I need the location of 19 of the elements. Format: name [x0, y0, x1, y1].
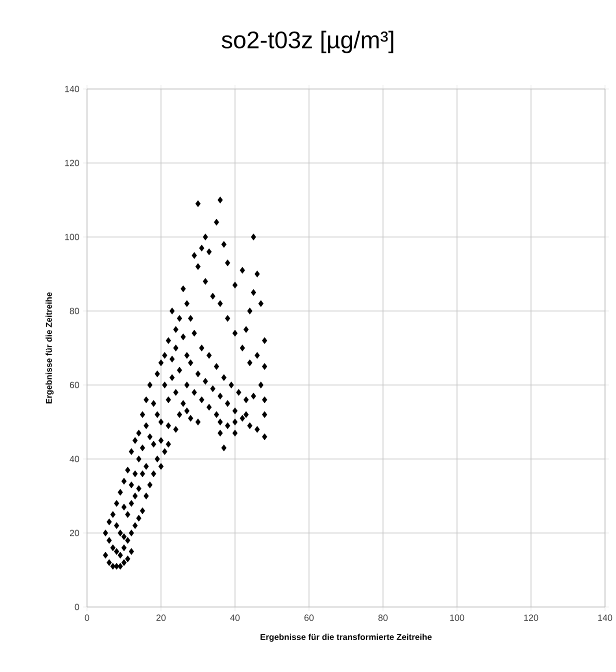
y-tick-label: 100: [65, 234, 80, 240]
y-axis-title: Ergebnisse für die Zeitreihe: [46, 292, 54, 404]
x-tick-label: 40: [230, 614, 240, 621]
y-tick-label: 20: [70, 530, 80, 536]
x-tick-label: 100: [450, 614, 464, 621]
y-tick-label: 40: [70, 456, 80, 462]
x-tick-label: 80: [378, 614, 388, 621]
x-tick-label: 120: [524, 614, 538, 621]
y-tick-label: 80: [70, 308, 80, 314]
y-tick-label: 120: [65, 160, 80, 166]
y-tick-label: 0: [74, 604, 80, 610]
y-tick-label: 140: [65, 86, 80, 92]
chart-title: so2-t03z [µg/m³]: [222, 30, 394, 54]
x-tick-label: 60: [304, 614, 314, 621]
x-tick-label: 140: [598, 614, 612, 621]
x-axis-title: Ergebnisse für die transformierte Zeitreihe: [260, 634, 432, 642]
y-tick-label: 60: [70, 382, 80, 388]
x-tick-label: 20: [156, 614, 166, 621]
x-tick-label: 0: [84, 614, 90, 621]
